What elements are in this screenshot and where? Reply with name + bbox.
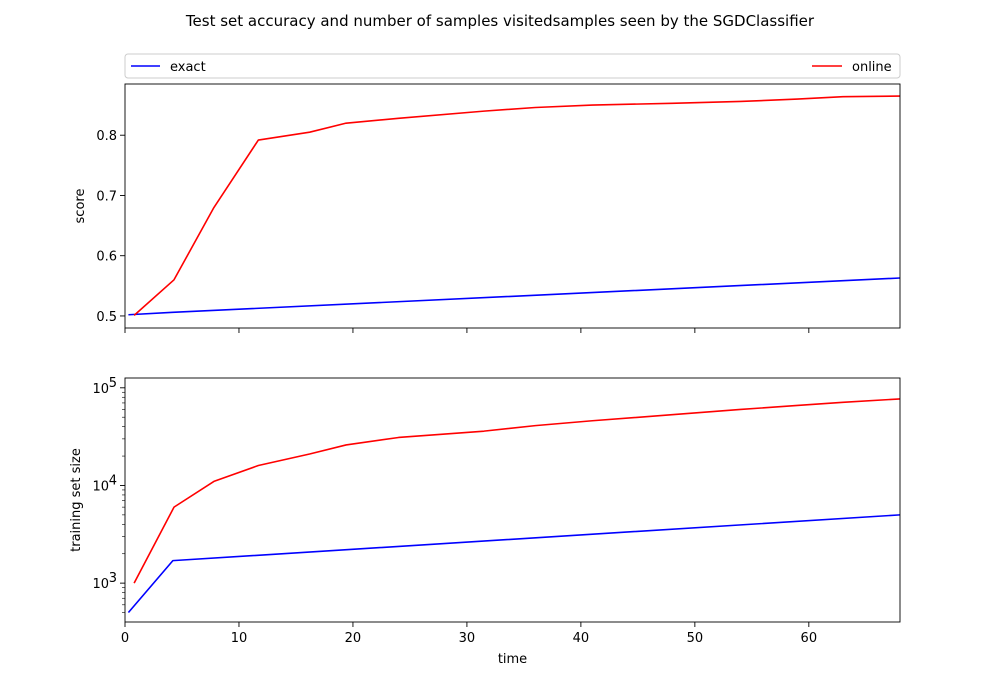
- y-tick-label: 0.6: [96, 250, 117, 265]
- y-tick-label: 0.7: [96, 189, 117, 204]
- y-tick-label: 10: [92, 577, 109, 592]
- legend-exact-label: exact: [170, 60, 206, 75]
- y-tick-label: 10: [92, 479, 109, 494]
- figure-suptitle: Test set accuracy and number of samples …: [185, 12, 815, 30]
- x-tick-label: 40: [573, 631, 590, 646]
- x-tick-label: 30: [459, 631, 476, 646]
- legend-box: [124, 53, 901, 79]
- legend: exact online: [124, 53, 901, 79]
- x-tick-label: 10: [231, 631, 248, 646]
- axes-frame: [124, 83, 901, 329]
- x-tick-label: 0: [121, 631, 129, 646]
- series-line-online: [133, 398, 900, 584]
- y-axis-label: training set size: [69, 448, 84, 552]
- y-tick-label: 0.8: [96, 129, 117, 144]
- y-tick-label: 10: [92, 382, 109, 397]
- x-tick-label: 60: [801, 631, 818, 646]
- x-tick-label: 20: [345, 631, 362, 646]
- score-panel: 0.5 0.6 0.7 0.8 score: [73, 83, 901, 333]
- y-axis-label: score: [73, 189, 88, 224]
- legend-online-label: online: [852, 60, 892, 75]
- axes-frame: [124, 377, 901, 623]
- y-tick-exponent: 5: [109, 376, 117, 391]
- series-line-exact: [128, 277, 900, 316]
- series-line-online: [133, 95, 900, 316]
- y-tick-exponent: 4: [109, 473, 117, 488]
- x-axis-label: time: [498, 652, 527, 667]
- series-line-exact: [127, 514, 900, 614]
- y-tick-exponent: 3: [109, 571, 117, 586]
- x-tick-label: 50: [687, 631, 704, 646]
- y-tick-label: 0.5: [96, 310, 117, 325]
